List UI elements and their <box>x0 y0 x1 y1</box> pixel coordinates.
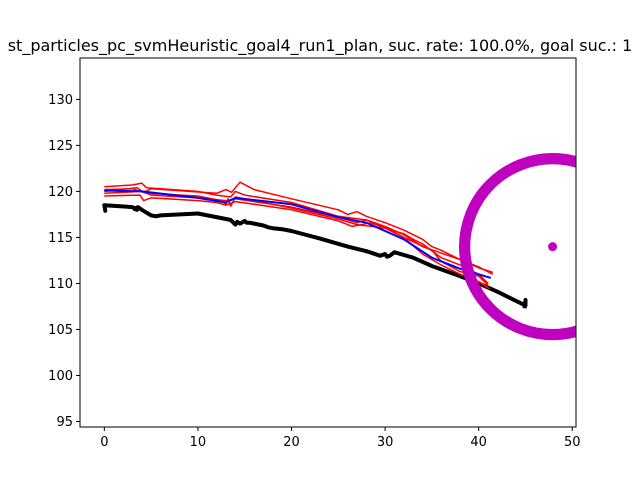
y-tick-label: 95 <box>56 415 73 430</box>
x-tick-label: 50 <box>564 435 581 450</box>
y-tick-label: 125 <box>48 139 73 154</box>
x-tick-label: 30 <box>377 435 394 450</box>
actual-path-line <box>102 203 528 309</box>
y-tick-label: 120 <box>48 185 73 200</box>
x-tick-label: 0 <box>100 435 108 450</box>
mean-plan-line <box>104 189 492 279</box>
goal-ring <box>459 153 576 341</box>
particle-plan-line <box>104 181 494 275</box>
x-tick-label: 20 <box>283 435 300 450</box>
y-axis: 95 100 105 110 115 120 125 130 <box>48 93 80 430</box>
y-tick-label: 115 <box>48 231 73 246</box>
y-tick-label: 130 <box>48 93 73 108</box>
series-layer <box>102 181 528 309</box>
goal-layer <box>459 153 576 341</box>
chart-title: st_particles_pc_svmHeuristic_goal4_run1_… <box>8 36 633 56</box>
y-tick-label: 100 <box>48 369 73 384</box>
plot-frame <box>79 57 577 428</box>
goal-center-marker <box>548 242 558 252</box>
x-axis: 0 10 20 30 40 50 <box>100 427 581 450</box>
x-tick-label: 10 <box>190 435 207 450</box>
particle-plan-line <box>104 182 493 274</box>
y-tick-label: 110 <box>48 277 73 292</box>
y-tick-label: 105 <box>48 323 73 338</box>
x-tick-label: 40 <box>470 435 487 450</box>
